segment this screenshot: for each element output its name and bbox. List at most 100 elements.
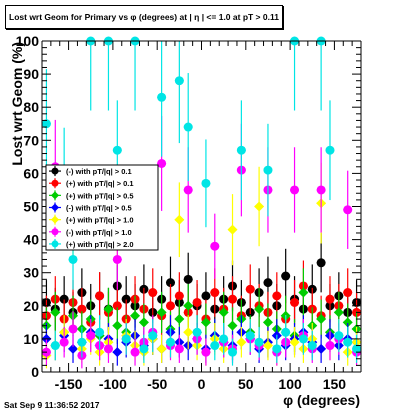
legend-label: (-) with pT/|q| > 0.1 — [66, 167, 132, 176]
data-point — [174, 344, 184, 354]
data-point — [325, 294, 335, 304]
chart-title: Lost wrt Geom for Primary vs φ (degrees)… — [5, 5, 283, 29]
data-point — [112, 301, 122, 311]
data-point — [183, 300, 194, 311]
data-point — [316, 258, 326, 268]
y-tick-label: 80 — [23, 99, 39, 115]
data-point — [219, 334, 229, 344]
data-point — [183, 327, 194, 338]
data-point — [254, 304, 265, 315]
data-point — [316, 314, 327, 325]
data-point — [272, 344, 282, 354]
data-point — [228, 347, 238, 357]
data-point — [210, 241, 220, 251]
data-point — [59, 294, 69, 304]
y-tick-label: 70 — [23, 132, 39, 148]
data-point — [86, 331, 96, 341]
y-tick-label: 10 — [23, 331, 39, 347]
data-point — [281, 327, 291, 337]
data-point — [41, 119, 51, 129]
y-tick-label: 20 — [23, 298, 39, 314]
data-point — [112, 320, 123, 331]
data-point — [68, 254, 78, 264]
data-point — [165, 337, 175, 347]
y-tick-label: 30 — [23, 265, 39, 281]
data-point — [325, 145, 335, 155]
y-axis-title: Lost wrt Geom (%) — [9, 42, 25, 166]
x-tick-label: -150 — [55, 376, 83, 392]
x-tick-label: -100 — [99, 376, 127, 392]
data-point — [245, 284, 255, 294]
data-point — [183, 185, 193, 195]
data-point — [157, 92, 167, 102]
data-point — [263, 278, 273, 288]
x-tick-label: 150 — [323, 376, 347, 392]
x-tick-label: 50 — [238, 376, 254, 392]
data-point — [50, 307, 61, 318]
data-point — [245, 331, 255, 341]
x-tick-label: -50 — [147, 376, 167, 392]
data-point — [121, 294, 131, 304]
data-point — [192, 297, 202, 307]
data-point — [95, 327, 105, 337]
data-point — [192, 327, 202, 337]
data-point — [236, 337, 247, 348]
x-tick-label: 0 — [198, 376, 206, 392]
data-point — [262, 340, 273, 351]
data-point — [325, 341, 335, 351]
data-point — [343, 337, 353, 347]
data-point — [254, 201, 265, 212]
data-point — [183, 122, 193, 132]
data-point — [316, 185, 326, 195]
legend-label: (+) with pT/|q| > 0.5 — [66, 191, 134, 200]
data-point — [343, 288, 353, 298]
y-tick-label: 60 — [23, 165, 39, 181]
data-point — [165, 301, 175, 311]
data-point — [77, 304, 87, 314]
data-point — [174, 291, 184, 301]
data-point — [272, 291, 282, 301]
data-point — [157, 158, 167, 168]
data-point — [290, 297, 300, 307]
data-point — [174, 214, 185, 225]
legend-label: (+) with pT/|q| > 0.1 — [66, 179, 134, 188]
data-point — [130, 310, 141, 321]
data-point — [281, 271, 291, 281]
data-point — [227, 320, 238, 331]
y-tick-label: 50 — [23, 199, 39, 215]
data-point — [228, 294, 238, 304]
x-axis-title: φ (degrees) — [283, 392, 360, 408]
data-point — [103, 344, 113, 354]
data-point — [201, 178, 211, 188]
data-point — [218, 307, 229, 318]
data-point — [236, 145, 246, 155]
data-point — [148, 288, 158, 298]
legend-marker — [51, 240, 59, 248]
data-point — [77, 337, 87, 347]
data-point — [298, 334, 308, 344]
data-point — [343, 205, 353, 215]
x-tick-label: 100 — [278, 376, 302, 392]
data-point — [342, 317, 353, 328]
data-point — [307, 341, 317, 351]
legend-marker — [51, 203, 59, 212]
data-point — [156, 307, 167, 318]
data-point — [316, 343, 327, 354]
data-point — [183, 274, 193, 284]
data-point — [139, 344, 149, 354]
data-point — [174, 76, 184, 86]
data-point — [112, 347, 123, 358]
data-point — [201, 347, 211, 357]
legend-label: (+) with pT/|q| > 1.0 — [66, 216, 134, 225]
legend-marker — [51, 228, 59, 236]
y-tick-label: 0 — [31, 364, 39, 380]
legend-marker — [51, 167, 59, 175]
data-point — [263, 165, 273, 175]
data-point — [156, 343, 167, 354]
data-point — [95, 291, 105, 301]
timestamp-footer: Sat Sep 9 11:36:52 2017 — [4, 400, 100, 410]
legend-marker — [51, 215, 59, 224]
legend-label: (-) with pT/|q| > 1.0 — [66, 228, 132, 237]
data-point — [298, 287, 309, 298]
data-point — [289, 337, 300, 348]
